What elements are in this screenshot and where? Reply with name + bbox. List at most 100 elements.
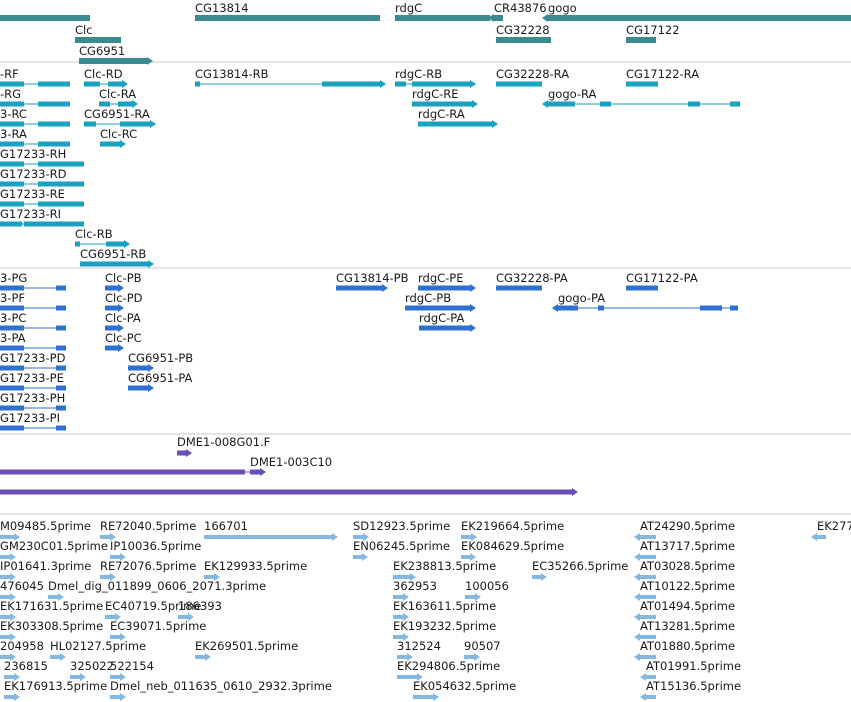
feature-cg6951-pb[interactable]: CG6951-PB: [128, 351, 193, 372]
feature-ek054632-5prime[interactable]: EK054632.5prime: [413, 679, 516, 701]
feature-unnamed[interactable]: [0, 15, 90, 21]
feature-rdgc-ra[interactable]: rdgC-RA: [418, 107, 498, 128]
feature-at01880-5prime[interactable]: AT01880.5prime: [634, 639, 735, 661]
feature-cg13814-pb[interactable]: CG13814-PB: [336, 271, 409, 292]
feature-en06245-5prime[interactable]: EN06245.5prime: [353, 539, 450, 561]
feature-3-pa[interactable]: 3-PA: [0, 331, 66, 352]
feature-rdgc-pe[interactable]: rdgC-PE: [418, 271, 476, 292]
feature-cg32228-ra[interactable]: CG32228-RA: [496, 67, 569, 87]
gene-span-track[interactable]: CG13814 rdgC CR43876 gogo Clc CG32228 CG17122 C…: [0, 1, 851, 65]
feature-ip10036-5prime[interactable]: IP10036.5prime: [110, 539, 201, 561]
feature-ek163611-5prime[interactable]: EK163611.5prime: [393, 599, 496, 621]
feature-ek129933-5prime[interactable]: EK129933.5prime: [204, 559, 307, 581]
feature-ec39071-5prime[interactable]: EC39071.5prime: [110, 619, 206, 641]
feature-rdgc-re[interactable]: rdgC-RE: [412, 87, 478, 108]
feature-166701[interactable]: 166701: [204, 519, 338, 541]
feature-cg17122-ra[interactable]: CG17122-RA: [626, 67, 699, 87]
feature-hl02127-5prime[interactable]: HL02127.5prime: [50, 639, 146, 661]
feature-g17233-rd[interactable]: G17233-RD: [0, 167, 84, 188]
feature-rdgc-pa[interactable]: rdgC-PA: [419, 311, 476, 332]
feature-ek277[interactable]: EK277: [811, 519, 851, 541]
feature-g17233-pe[interactable]: G17233-PE: [0, 371, 66, 392]
feature-362953[interactable]: 362953: [393, 579, 437, 601]
feature-clc-rc[interactable]: Clc-RC: [100, 127, 137, 148]
feature-gogo[interactable]: gogo: [542, 1, 851, 22]
feature-186393[interactable]: 186393: [178, 599, 222, 621]
feature-m09485-5prime[interactable]: M09485.5prime: [0, 519, 91, 541]
feature-312524[interactable]: 312524: [397, 639, 441, 661]
feature-ip01641-3prime[interactable]: IP01641.3prime: [0, 559, 91, 581]
feature-clc-pb[interactable]: Clc-PB: [105, 271, 142, 292]
feature-3-rc[interactable]: 3-RC: [0, 107, 70, 128]
feature-cg32228[interactable]: CG32228: [496, 23, 551, 43]
feature-clc-pc[interactable]: Clc-PC: [105, 331, 142, 352]
feature-dmel-dig-011899-0606-2071-3prime[interactable]: Dmel_dig_011899_0606_2071.3prime: [48, 579, 266, 601]
feature-unnamed[interactable]: [0, 488, 578, 496]
feature-rf[interactable]: -RF: [0, 67, 70, 88]
feature-ek193232-5prime[interactable]: EK193232.5prime: [393, 619, 496, 641]
feature-clc-ra[interactable]: Clc-RA: [99, 87, 138, 108]
feature-ek084629-5prime[interactable]: EK084629.5prime: [461, 539, 564, 561]
feature-ec35266-5prime[interactable]: EC35266.5prime: [532, 559, 628, 581]
feature-cg6951[interactable]: CG6951: [79, 44, 153, 65]
est-clones-track[interactable]: DME1-008G01.F DME1-003C10: [0, 435, 578, 496]
feature-rdgc[interactable]: rdgC: [395, 1, 490, 21]
feature-ek238813-5prime[interactable]: EK238813.5prime: [393, 559, 496, 581]
feature-cg13814[interactable]: CG13814: [195, 1, 380, 21]
feature-at03028-5prime[interactable]: AT03028.5prime: [634, 559, 735, 581]
feature-clc-rb[interactable]: Clc-RB: [75, 227, 130, 248]
feature-100056[interactable]: 100056: [465, 579, 509, 601]
feature-clc-rd[interactable]: Clc-RD: [84, 67, 128, 88]
feature-3-pg[interactable]: 3-PG: [0, 271, 66, 292]
feature-ek294806-5prime[interactable]: EK294806.5prime: [397, 659, 500, 681]
feature-g17233-rh[interactable]: G17233-RH: [0, 147, 84, 168]
feature-cg6951-ra[interactable]: CG6951-RA: [84, 107, 156, 128]
feature-cg6951-rb[interactable]: CG6951-RB: [80, 247, 154, 268]
feature-rdgc-rb[interactable]: rdgC-RB: [395, 67, 476, 88]
feature-g17233-re[interactable]: G17233-RE: [0, 187, 84, 208]
feature-cg13814-rb[interactable]: CG13814-RB: [195, 67, 386, 88]
feature-at01991-5prime[interactable]: AT01991.5prime: [640, 659, 741, 681]
feature-at01494-5prime[interactable]: AT01494.5prime: [634, 599, 735, 621]
feature-gogo-pa[interactable]: gogo-PA: [552, 291, 738, 312]
feature-clc-pd[interactable]: Clc-PD: [105, 291, 143, 312]
feature-ek176913-5prime[interactable]: EK176913.5prime: [4, 679, 107, 701]
feature-dme1-008g01-f[interactable]: DME1-008G01.F: [177, 435, 270, 457]
feature-ek171631-5prime[interactable]: EK171631.5prime: [0, 599, 103, 621]
feature-cg32228-pa[interactable]: CG32228-PA: [496, 271, 568, 291]
feature-cr43876[interactable]: CR43876: [488, 1, 547, 22]
feature-re72076-5prime[interactable]: RE72076.5prime: [100, 559, 196, 581]
feature-rg[interactable]: -RG: [0, 87, 70, 108]
feature-re72040-5prime[interactable]: RE72040.5prime: [100, 519, 196, 541]
feature-cg6951-pa[interactable]: CG6951-PA: [128, 371, 193, 392]
feature-gogo-ra[interactable]: gogo-RA: [542, 87, 740, 108]
feature-at24290-5prime[interactable]: AT24290.5prime: [634, 519, 735, 541]
feature-ec40719-5prime[interactable]: EC40719.5prime: [105, 599, 201, 621]
feature-325022[interactable]: 325022: [70, 659, 114, 681]
feature-at15136-5prime[interactable]: AT15136.5prime: [640, 679, 741, 701]
feature-3-pc[interactable]: 3-PC: [0, 311, 66, 332]
feature-dme1-003c10[interactable]: DME1-003C10: [0, 455, 332, 476]
feature-at13281-5prime[interactable]: AT13281.5prime: [634, 619, 735, 641]
feature-g17233-pi[interactable]: G17233-PI: [0, 411, 66, 432]
proteins-track[interactable]: 3-PG Clc-PB CG13814-PB rdgC-PE CG32228-PA CG1…: [0, 271, 738, 432]
feature-clc[interactable]: Clc: [75, 23, 121, 43]
feature-ek219664-5prime[interactable]: EK219664.5prime: [461, 519, 564, 541]
feature-at13717-5prime[interactable]: AT13717.5prime: [634, 539, 735, 561]
est-reads-track[interactable]: M09485.5prime RE72040.5prime 166701 SD12923…: [0, 519, 851, 701]
feature-clc-pa[interactable]: Clc-PA: [105, 311, 141, 332]
feature-g17233-ri[interactable]: G17233-RI: [0, 207, 84, 228]
feature-236815[interactable]: 236815: [4, 659, 48, 681]
feature-522154[interactable]: 522154: [110, 659, 154, 681]
feature-cg17122-pa[interactable]: CG17122-PA: [626, 271, 698, 291]
feature-rdgc-pb[interactable]: rdgC-PB: [405, 291, 476, 312]
feature-3-ra[interactable]: 3-RA: [0, 127, 70, 148]
feature-gm230c01-5prime[interactable]: GM230C01.5prime: [0, 539, 108, 561]
feature-g17233-ph[interactable]: G17233-PH: [0, 391, 66, 412]
feature-3-pf[interactable]: 3-PF: [0, 291, 66, 312]
feature-at10122-5prime[interactable]: AT10122.5prime: [634, 579, 735, 601]
feature-g17233-pd[interactable]: G17233-PD: [0, 351, 66, 372]
feature-sd12923-5prime[interactable]: SD12923.5prime: [353, 519, 450, 541]
